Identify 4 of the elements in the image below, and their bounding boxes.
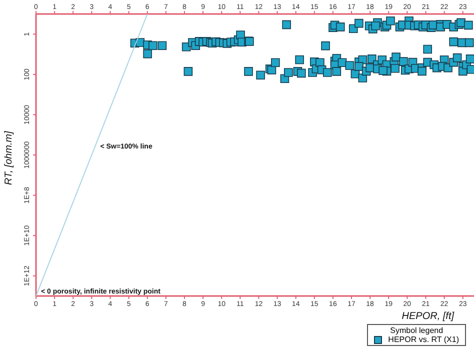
legend-title: Symbol legend	[389, 326, 444, 335]
x-axis-title: HEPOR, [ft]	[402, 311, 454, 322]
legend-label: HEPOR vs. RT (X1)	[388, 335, 459, 344]
y-axis-title: RT, [ohm.m]	[4, 130, 15, 185]
